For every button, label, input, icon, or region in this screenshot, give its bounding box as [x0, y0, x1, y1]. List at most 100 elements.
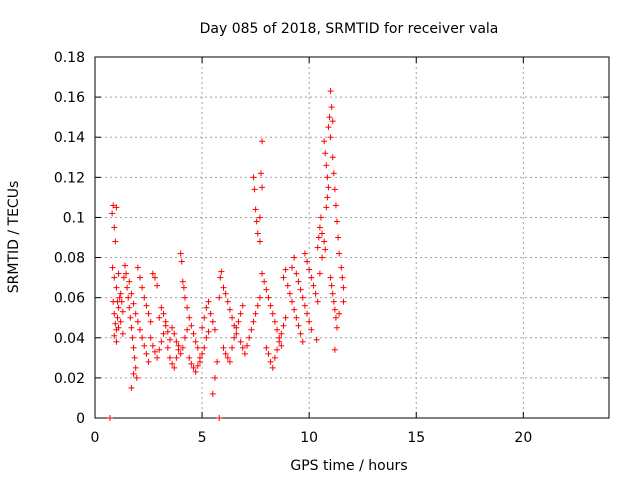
data-point [184, 304, 191, 311]
data-point [278, 342, 285, 349]
data-point [180, 284, 187, 291]
data-point [331, 346, 338, 353]
data-point [130, 300, 137, 307]
plot-frame [94, 56, 610, 419]
data-point [301, 250, 308, 257]
data-point [226, 358, 233, 365]
data-point [248, 326, 255, 333]
data-point [156, 346, 163, 353]
data-point [141, 294, 148, 301]
data-point [216, 294, 223, 301]
data-point [128, 324, 135, 331]
y-tick-label: 0.02 [54, 371, 85, 387]
data-point [111, 224, 118, 231]
data-point [314, 244, 321, 251]
data-point [147, 334, 154, 341]
data-point [254, 302, 261, 309]
data-point [324, 174, 331, 181]
data-point [257, 170, 264, 177]
data-point [133, 374, 140, 381]
data-point [120, 274, 127, 281]
data-point [339, 274, 346, 281]
data-point [123, 270, 130, 277]
y-tick-label: 0.12 [54, 170, 85, 186]
data-point [261, 278, 268, 285]
data-point [154, 282, 161, 289]
data-point [252, 206, 259, 213]
data-point [269, 364, 276, 371]
y-tick-label: 0 [76, 411, 85, 427]
data-point [136, 274, 143, 281]
data-point [340, 298, 347, 305]
data-point [336, 310, 343, 317]
y-tick-label: 0.14 [54, 130, 85, 146]
data-point [115, 270, 122, 277]
data-point [314, 298, 321, 305]
data-point [265, 294, 272, 301]
data-point [158, 338, 165, 345]
data-point [178, 258, 185, 265]
data-point [110, 298, 117, 305]
data-point [166, 354, 173, 361]
data-point [196, 358, 203, 365]
data-point [149, 270, 156, 277]
data-point [164, 328, 171, 335]
data-point [312, 290, 319, 297]
data-point [160, 330, 167, 337]
data-point [214, 358, 221, 365]
data-point [177, 350, 184, 357]
data-point [253, 218, 260, 225]
data-point [173, 354, 180, 361]
data-point [293, 314, 300, 321]
data-point [190, 330, 197, 337]
y-tick-label: 0.1 [63, 210, 85, 226]
data-point [315, 234, 322, 241]
data-point [112, 238, 119, 245]
data-point [291, 254, 298, 261]
data-point [322, 150, 329, 157]
data-point [338, 264, 345, 271]
data-point [334, 324, 341, 331]
y-tick-label: 0.18 [54, 50, 85, 66]
data-point [192, 368, 199, 375]
data-point [239, 344, 246, 351]
data-point [286, 290, 293, 297]
data-point [306, 318, 313, 325]
data-point [317, 214, 324, 221]
data-point [175, 342, 182, 349]
data-point [217, 274, 224, 281]
data-point [136, 326, 143, 333]
data-point [125, 294, 132, 301]
data-point [271, 354, 278, 361]
data-point [131, 354, 138, 361]
data-point [201, 314, 208, 321]
data-point [216, 415, 223, 421]
data-point [293, 270, 300, 277]
data-point [328, 104, 335, 111]
data-point [329, 154, 336, 161]
data-point [145, 358, 152, 365]
data-point [164, 344, 171, 351]
data-point [166, 336, 173, 343]
data-point [231, 334, 238, 341]
data-point [280, 274, 287, 281]
data-point [222, 290, 229, 297]
data-point [134, 264, 141, 271]
y-tick-label: 0.16 [54, 90, 85, 106]
data-point [328, 282, 335, 289]
chart-title: Day 085 of 2018, SRMTID for receiver val… [200, 21, 499, 37]
data-point [295, 278, 302, 285]
data-point [334, 218, 341, 225]
data-point [188, 360, 195, 367]
data-point [332, 314, 339, 321]
data-point [151, 348, 158, 355]
data-point [205, 298, 212, 305]
data-point [169, 324, 176, 331]
data-point [162, 318, 169, 325]
data-point [224, 298, 231, 305]
data-point [280, 322, 287, 329]
data-point [113, 338, 120, 345]
data-point [297, 330, 304, 337]
data-point [297, 286, 304, 293]
data-point [308, 326, 315, 333]
